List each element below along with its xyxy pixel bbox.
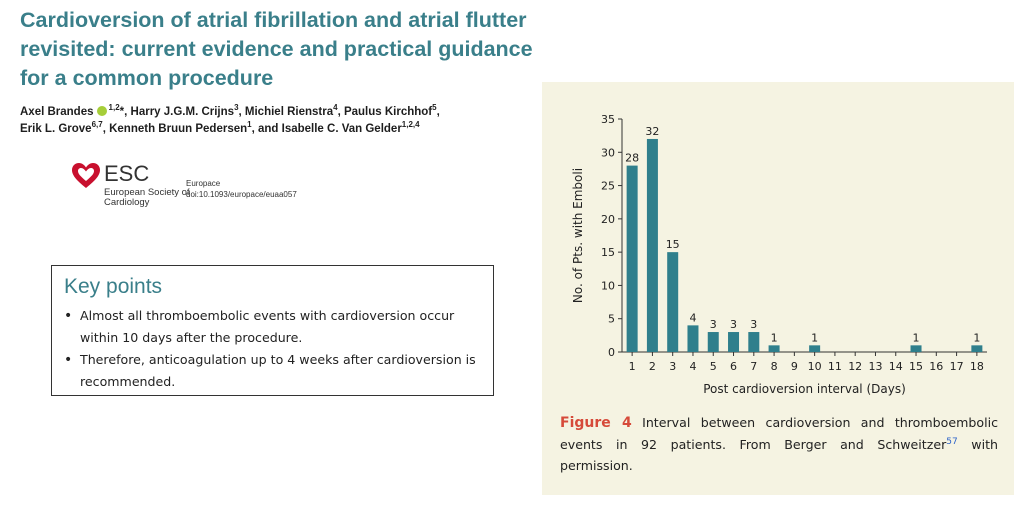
- bar: [646, 138, 658, 352]
- data-label: 4: [689, 311, 696, 324]
- key-points-box: Key points Almost all thromboembolic eve…: [51, 265, 494, 396]
- key-points-list: Almost all thromboembolic events with ca…: [64, 305, 481, 393]
- data-label: 32: [645, 125, 659, 138]
- bar: [748, 332, 760, 352]
- data-label: 1: [913, 331, 920, 344]
- y-tick-label: 30: [601, 146, 615, 159]
- author-affiliation: 6,7: [91, 120, 103, 129]
- y-tick-label: 10: [601, 279, 615, 292]
- data-label: 1: [811, 331, 818, 344]
- reference-link[interactable]: 57: [946, 437, 958, 447]
- x-tick-label: 12: [848, 360, 862, 373]
- author-separator: ,: [337, 106, 344, 118]
- x-tick-label: 17: [950, 360, 964, 373]
- x-tick-label: 11: [828, 360, 842, 373]
- x-axis-title: Post cardioversion interval (Days): [703, 382, 906, 396]
- data-label: 3: [710, 318, 717, 331]
- figure-caption: Figure 4 Interval between cardioversion …: [560, 412, 998, 476]
- author-separator: , and: [251, 123, 282, 135]
- figure-label: Figure 4: [560, 415, 632, 431]
- x-tick-label: 4: [689, 360, 696, 373]
- key-point-item: Therefore, anticoagulation up to 4 weeks…: [64, 349, 481, 393]
- x-tick-label: 14: [889, 360, 903, 373]
- author-name: Kenneth Bruun Pedersen: [109, 123, 248, 135]
- x-tick-label: 18: [970, 360, 984, 373]
- y-tick-label: 20: [601, 213, 615, 226]
- data-label: 15: [666, 238, 680, 251]
- author-name: Isabelle C. Van Gelder: [281, 123, 402, 135]
- y-tick-label: 0: [608, 346, 615, 359]
- author-name: Michiel Rienstra: [244, 106, 334, 118]
- author-separator: ,: [238, 106, 245, 118]
- x-tick-label: 16: [929, 360, 943, 373]
- x-tick-label: 9: [791, 360, 798, 373]
- y-tick-label: 5: [608, 313, 615, 326]
- bar: [809, 345, 821, 352]
- x-tick-label: 7: [750, 360, 757, 373]
- key-point-item: Almost all thromboembolic events with ca…: [64, 305, 481, 349]
- author-separator: ,: [124, 106, 131, 118]
- orcid-icon[interactable]: [96, 106, 107, 116]
- x-tick-label: 3: [669, 360, 676, 373]
- data-label: 3: [750, 318, 757, 331]
- bar: [971, 345, 983, 352]
- author-name: Harry J.G.M. Crijns: [130, 106, 235, 118]
- figure-caption-end: with permission.: [560, 437, 998, 473]
- x-tick-label: 15: [909, 360, 923, 373]
- y-axis-title: No. of Pts. with Emboli: [571, 168, 585, 303]
- data-label: 1: [973, 331, 980, 344]
- y-tick-label: 15: [601, 246, 615, 259]
- y-tick-label: 25: [601, 180, 615, 193]
- x-tick-label: 13: [868, 360, 882, 373]
- author-affiliation: 1: [247, 120, 252, 129]
- data-label: 1: [771, 331, 778, 344]
- bar: [707, 332, 719, 352]
- x-tick-label: 10: [808, 360, 822, 373]
- journal-name: Europace: [186, 179, 221, 188]
- journal-doi: doi:10.1093/europace/euaa057: [186, 190, 297, 199]
- x-tick-label: 1: [629, 360, 636, 373]
- heart-icon: [72, 163, 100, 188]
- author-affiliation: 3: [234, 103, 239, 112]
- bar: [626, 165, 638, 352]
- author-name: Axel Brandes: [20, 106, 94, 118]
- author-separator: ,: [436, 106, 440, 118]
- author-affiliation: 4: [333, 103, 338, 112]
- logo-society-name: European Society of Cardiology: [104, 187, 190, 208]
- article-title: Cardioversion of atrial fibrillation and…: [20, 8, 533, 90]
- author-affiliation: 5: [432, 103, 437, 112]
- data-label: 3: [730, 318, 737, 331]
- data-label: 28: [625, 152, 639, 165]
- x-tick-label: 8: [771, 360, 778, 373]
- author-separator: ,: [102, 123, 110, 135]
- x-tick-label: 2: [649, 360, 656, 373]
- x-tick-label: 5: [710, 360, 717, 373]
- logo-abbreviation: ESC: [104, 161, 150, 186]
- author-name: Paulus Kirchhof: [343, 106, 433, 118]
- bar: [910, 345, 922, 352]
- author-name: Erik L. Grove: [20, 123, 92, 135]
- journal-info: Europace doi:10.1093/europace/euaa057: [186, 178, 297, 200]
- author-affiliation: 1,2,4: [401, 120, 420, 129]
- bar: [768, 345, 780, 352]
- bar: [687, 325, 699, 352]
- esc-logo: ESC European Society of Cardiology: [72, 160, 202, 212]
- x-tick-label: 6: [730, 360, 737, 373]
- corresponding-author-mark: *: [119, 106, 125, 118]
- author-list: Axel Brandes 1,2*, Harry J.G.M. Crijns3 , …: [20, 104, 540, 138]
- figure-caption-text: Interval between cardioversion and throm…: [560, 415, 998, 452]
- bar: [728, 332, 740, 352]
- author-affiliation: 1,2: [108, 103, 120, 112]
- figure-panel: 0 5 10 15 20 25 30 35 28 1 32 2 15 3 4 4 3 5 3 6 3 7 1 8 9 1 10 11 1…: [542, 82, 1014, 495]
- key-points-heading: Key points: [64, 275, 163, 298]
- y-tick-label: 35: [601, 113, 615, 126]
- bar: [667, 252, 679, 352]
